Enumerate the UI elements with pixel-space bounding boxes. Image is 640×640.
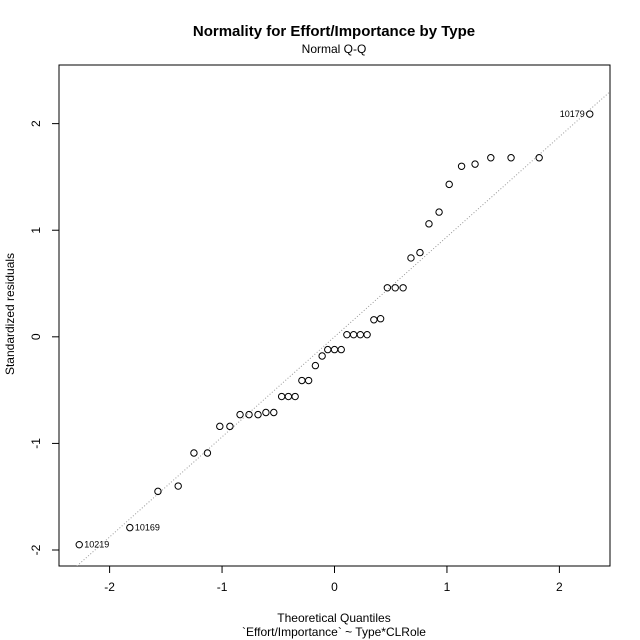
data-point [425,220,433,228]
data-point [270,408,278,417]
data-point [277,392,286,401]
data-point [363,330,371,339]
y-tick-label: -1 [29,438,43,449]
data-point [391,284,399,292]
x-tick-label: 0 [331,580,338,594]
data-point [174,482,182,490]
data-point [457,162,466,170]
x-axis: -2 -1 0 1 2 [104,566,563,594]
data-point [487,154,495,162]
point-label: 10179 [560,109,585,119]
data-point [471,160,479,168]
x-tick-label: -1 [217,580,228,594]
y-tick-label: 1 [29,227,43,234]
reference-line-group [76,91,610,566]
plot-frame [58,64,611,567]
data-point [407,254,415,262]
point-label: 10219 [84,540,109,550]
data-point [154,487,162,496]
data-point [337,345,345,354]
data-point [126,523,134,532]
data-point [376,314,385,323]
data-point [383,284,392,292]
x-tick-label: 2 [556,580,563,594]
data-point [291,392,299,401]
data-point [318,352,326,360]
data-point [356,330,365,339]
data-point [226,422,234,431]
reference-line [76,91,610,566]
data-point [311,361,320,370]
data-point [245,410,253,419]
data-point [262,408,270,417]
y-axis-label: Standardized residuals [3,253,17,375]
data-point [507,154,515,162]
data-point [535,154,543,162]
point-labels: 10219 10169 10179 [84,109,585,550]
data-point [216,422,224,431]
data-point [304,376,313,385]
data-point [416,248,424,257]
y-tick-label: 2 [29,120,43,127]
data-point [399,284,407,292]
x-axis-label: Theoretical Quantiles [277,611,390,625]
data-point [445,180,453,189]
x-tick-label: -2 [104,580,115,594]
data-point [298,376,306,385]
data-point [190,449,198,457]
data-point [203,449,212,457]
chart-subtitle: Normal Q-Q [302,42,367,56]
data-point [75,540,83,549]
y-tick-label: 0 [29,333,43,340]
data-point [343,330,351,339]
data-point [586,110,594,118]
data-point [330,345,339,354]
x-tick-label: 1 [444,580,451,594]
data-point [370,316,378,324]
y-axis: -2 -1 0 1 2 [29,120,59,555]
data-points [75,110,594,549]
y-tick-label: -2 [29,544,43,555]
x-axis-label-2: `Effort/Importance` ~ Type*CLRole [242,625,426,639]
data-point [324,345,332,354]
data-point [254,410,262,419]
data-point [435,208,443,216]
chart-title: Normality for Effort/Importance by Type [193,23,475,40]
point-label: 10169 [135,523,160,533]
data-point [349,330,358,339]
plot-area [58,64,611,567]
data-point [236,410,244,419]
data-point [284,392,293,401]
